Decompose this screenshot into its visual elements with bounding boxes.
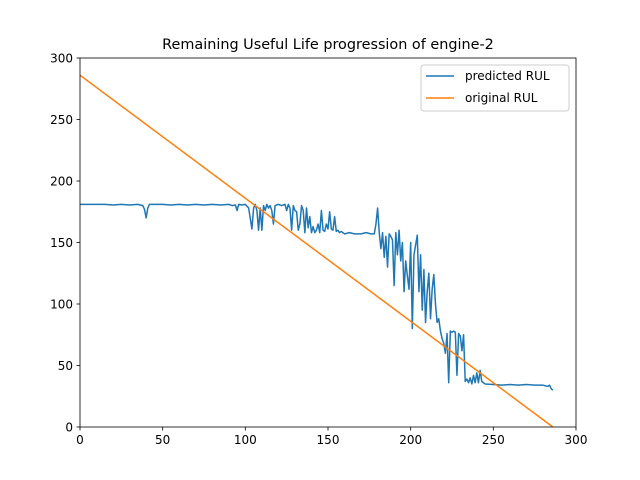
y-tick-label: 250	[50, 113, 73, 127]
legend-label-original: original RUL	[465, 91, 538, 105]
series-line-original-rul	[80, 74, 554, 427]
y-tick-label: 300	[50, 52, 73, 66]
x-tick-label: 250	[482, 433, 505, 447]
axes: 0 50 100 150 200 250 300 0 50 100 150 200 250 300	[50, 52, 587, 448]
series-line-predicted-rul	[80, 203, 554, 391]
y-tick-label: 150	[50, 236, 73, 250]
x-tick-label: 50	[155, 433, 170, 447]
x-tick-label: 150	[317, 433, 340, 447]
y-tick-label: 50	[58, 359, 73, 373]
chart-title: Remaining Useful Life progression of eng…	[162, 37, 494, 53]
y-tick-label: 100	[50, 298, 73, 312]
y-tick-label: 200	[50, 175, 73, 189]
y-tick-label: 0	[65, 421, 73, 435]
x-tick-label: 100	[234, 433, 257, 447]
legend-box	[420, 64, 570, 112]
x-tick-label: 300	[565, 433, 588, 447]
x-tick-label: 0	[76, 433, 84, 447]
plot-area	[80, 74, 554, 427]
legend: predicted RUL original RUL	[420, 64, 570, 112]
legend-label-predicted: predicted RUL	[465, 69, 550, 83]
x-tick-label: 200	[399, 433, 422, 447]
